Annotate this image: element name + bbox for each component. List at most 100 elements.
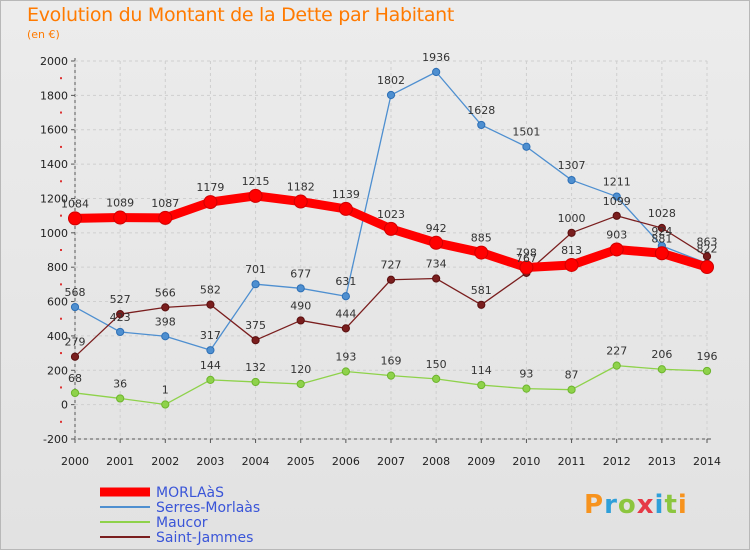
data-label: 423 bbox=[110, 311, 131, 324]
x-tick-label: 2009 bbox=[467, 455, 495, 468]
y-tick-label: 0 bbox=[61, 399, 68, 412]
data-label: 317 bbox=[200, 329, 221, 342]
legend-label: MORLAàS bbox=[156, 485, 224, 501]
data-label: 150 bbox=[426, 358, 447, 371]
legend-label: Maucor bbox=[156, 515, 208, 531]
data-label: 1 bbox=[162, 383, 169, 396]
data-point bbox=[338, 201, 353, 216]
data-point bbox=[477, 380, 486, 390]
proxiti-logo: Proxiti bbox=[584, 490, 688, 520]
chart-unit: (en €) bbox=[27, 28, 60, 41]
data-label: 36 bbox=[113, 377, 127, 390]
legend-label: Saint-Jammes bbox=[156, 530, 253, 546]
data-label: 87 bbox=[565, 369, 579, 382]
chart-title: Evolution du Montant de la Dette par Hab… bbox=[27, 4, 455, 26]
x-tick-label: 2003 bbox=[196, 455, 224, 468]
y-tick-label: 200 bbox=[47, 364, 68, 377]
data-label: 1628 bbox=[467, 104, 495, 117]
data-label: 279 bbox=[65, 336, 86, 349]
data-label: 798 bbox=[516, 247, 537, 260]
y-tick-label: 1800 bbox=[40, 89, 68, 102]
y-tick-label: 400 bbox=[47, 330, 68, 343]
data-point bbox=[477, 120, 486, 130]
data-label: 490 bbox=[290, 299, 311, 312]
x-tick-label: 2011 bbox=[558, 455, 586, 468]
data-point bbox=[477, 300, 486, 309]
y-tick-label: 800 bbox=[47, 261, 68, 274]
data-label: 942 bbox=[426, 222, 447, 235]
data-label: 527 bbox=[110, 293, 131, 306]
data-point bbox=[522, 142, 531, 151]
data-point bbox=[341, 367, 350, 376]
data-point bbox=[654, 246, 669, 261]
data-point bbox=[293, 194, 308, 209]
data-label: 863 bbox=[697, 235, 718, 248]
data-label: 375 bbox=[245, 319, 266, 332]
data-point bbox=[519, 260, 534, 275]
data-label: 1000 bbox=[558, 212, 586, 225]
x-tick-label: 2001 bbox=[106, 455, 134, 468]
data-label: 196 bbox=[697, 350, 718, 363]
data-point bbox=[386, 371, 396, 380]
data-point bbox=[161, 303, 170, 312]
data-label: 132 bbox=[245, 361, 266, 374]
data-point bbox=[702, 366, 712, 376]
x-tick-label: 2008 bbox=[422, 455, 450, 468]
x-tick-label: 2002 bbox=[151, 455, 179, 468]
data-label: 581 bbox=[471, 284, 492, 297]
y-tick-label: 1000 bbox=[40, 227, 68, 240]
data-label: 727 bbox=[381, 259, 402, 272]
data-point bbox=[702, 252, 712, 261]
y-tick-label: 1200 bbox=[40, 192, 68, 205]
data-label: 813 bbox=[561, 244, 582, 257]
data-label: 1179 bbox=[196, 181, 224, 194]
data-label: 114 bbox=[471, 364, 492, 377]
data-label: 881 bbox=[651, 232, 672, 245]
data-label: 68 bbox=[68, 372, 82, 385]
data-point bbox=[609, 242, 624, 257]
data-label: 701 bbox=[245, 263, 266, 276]
data-label: 1182 bbox=[287, 181, 315, 194]
data-point bbox=[251, 377, 260, 387]
data-point bbox=[158, 210, 173, 225]
data-point bbox=[657, 365, 666, 374]
y-tick-label: 1400 bbox=[40, 158, 68, 171]
data-label: 1028 bbox=[648, 207, 676, 220]
data-label: 1936 bbox=[422, 51, 450, 64]
data-point bbox=[567, 385, 576, 394]
x-tick-label: 2007 bbox=[377, 455, 405, 468]
data-point bbox=[116, 309, 125, 319]
data-label: 1307 bbox=[558, 159, 586, 172]
data-label: 568 bbox=[65, 286, 86, 299]
y-tick-label: -200 bbox=[43, 433, 68, 446]
data-point bbox=[341, 292, 350, 301]
data-point bbox=[386, 90, 396, 100]
data-point bbox=[206, 346, 215, 355]
data-label: 566 bbox=[155, 286, 176, 299]
data-label: 677 bbox=[290, 267, 311, 280]
data-label: 398 bbox=[155, 315, 176, 328]
data-point bbox=[567, 228, 576, 237]
data-point bbox=[206, 375, 215, 384]
data-point bbox=[341, 324, 350, 333]
data-point bbox=[206, 300, 215, 309]
data-point bbox=[203, 195, 218, 210]
data-label: 1211 bbox=[603, 176, 631, 189]
data-point bbox=[116, 327, 125, 337]
data-point bbox=[474, 245, 489, 260]
data-label: 885 bbox=[471, 232, 492, 245]
data-label: 1023 bbox=[377, 208, 405, 221]
data-point bbox=[432, 374, 441, 383]
data-point bbox=[432, 274, 441, 283]
series-0 bbox=[68, 188, 714, 275]
data-point bbox=[564, 257, 579, 272]
data-point bbox=[161, 400, 170, 409]
y-tick-label: 2000 bbox=[40, 55, 68, 68]
x-tick-label: 2004 bbox=[242, 455, 270, 468]
data-label: 1084 bbox=[61, 197, 89, 210]
data-point bbox=[70, 388, 80, 398]
x-tick-label: 2006 bbox=[332, 455, 360, 468]
series-3 bbox=[70, 211, 712, 361]
